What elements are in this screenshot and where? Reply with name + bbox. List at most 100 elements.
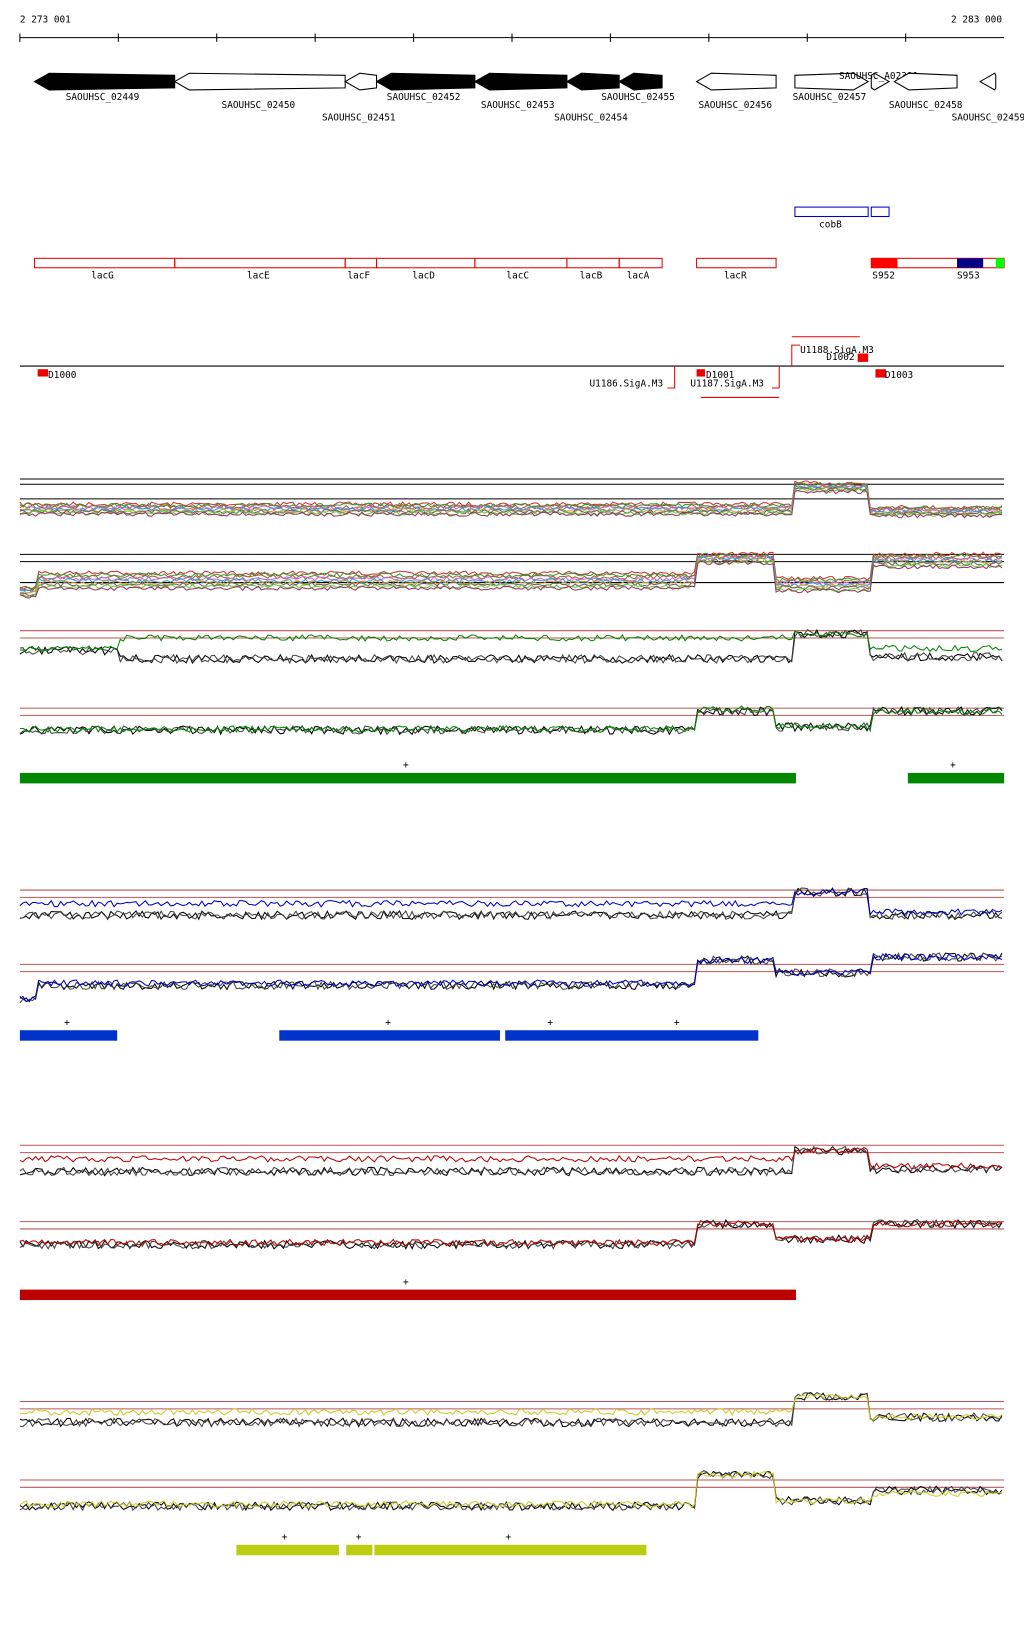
- gene-arrow: [473, 72, 568, 91]
- operon-box: [174, 257, 346, 269]
- operon-label: lacA: [627, 271, 650, 282]
- profile-line: [19, 952, 1003, 1004]
- promoter-label: D1001: [706, 370, 735, 381]
- ruler-end: 2 283 000: [951, 14, 1002, 25]
- profile-line: [19, 630, 1003, 653]
- cobB-box: [794, 206, 869, 218]
- promoter-bracket: [667, 344, 801, 389]
- gene-arrow: [695, 72, 777, 91]
- segment-bar: [279, 1030, 500, 1041]
- gene-label: SAOUHSC_02450: [222, 100, 296, 111]
- segment-bar: [236, 1544, 339, 1556]
- gene-arrow: [565, 72, 620, 91]
- profile-line: [19, 705, 1003, 734]
- profile-line: [19, 488, 1003, 519]
- profile-line: [19, 484, 1003, 515]
- profile-line: [19, 487, 1003, 518]
- profile-line: [19, 887, 1003, 921]
- gene-label: SAOUHSC_02459: [952, 113, 1024, 124]
- profile-line: [19, 1218, 1003, 1250]
- gene-arrow: [618, 72, 663, 91]
- profile-line: [19, 1219, 1003, 1247]
- operon-label: lacG: [91, 271, 114, 282]
- profile-line: [19, 483, 1003, 514]
- operon-box: [696, 257, 777, 269]
- profile-line: [19, 560, 1003, 599]
- promoter-block: [857, 353, 869, 362]
- gene-label: SAOUHSC_02458: [889, 100, 963, 111]
- gene-arrow: [978, 72, 997, 91]
- strand-mark: +: [506, 1532, 512, 1543]
- segment-bar: [374, 1544, 647, 1556]
- promoter-label: D1000: [48, 370, 77, 381]
- site-label: S952: [872, 271, 895, 282]
- operon-label: lacC: [506, 271, 529, 282]
- profile-line: [19, 1392, 1003, 1428]
- segment-bar: [19, 1030, 118, 1041]
- site-block: [957, 258, 984, 268]
- segment-bar: [907, 772, 1005, 784]
- operon-box: [34, 257, 176, 269]
- promoter-label: U1188.SigA.M3: [800, 345, 874, 356]
- profile-line: [19, 1145, 1003, 1177]
- profile-line: [19, 888, 1003, 916]
- cobB-box: [870, 206, 890, 218]
- promoter-label: D1002: [826, 352, 854, 363]
- strand-mark: +: [356, 1532, 362, 1543]
- promoter-label: D1003: [885, 370, 913, 381]
- operon-label: lacE: [247, 271, 270, 282]
- profile-line: [19, 555, 1003, 593]
- promoter-block: [696, 369, 705, 377]
- segment-bar: [505, 1030, 759, 1041]
- gene-label: SAOUHSC_02452: [387, 92, 461, 103]
- operon-box: [474, 257, 568, 269]
- profile-line: [19, 1470, 1003, 1509]
- profile-line: [19, 628, 1003, 665]
- cobB-label: cobB: [819, 219, 842, 230]
- site-block: [995, 258, 1005, 268]
- segment-bar: [19, 772, 796, 784]
- ruler-start: 2 273 001: [20, 14, 71, 25]
- gene-arrow: [794, 72, 870, 91]
- gene-label: SAOUHSC_02453: [481, 100, 555, 111]
- promoter-block: [875, 369, 886, 378]
- promoter-label: U1187.SigA.M3: [690, 378, 764, 389]
- profile-line: [19, 1145, 1003, 1177]
- strand-mark: +: [403, 760, 409, 771]
- gene-label: SAOUHSC_02456: [698, 100, 772, 111]
- strand-mark: +: [547, 1017, 553, 1028]
- profile-line: [19, 1392, 1003, 1428]
- operon-label: lacD: [412, 271, 435, 282]
- gene-label: SAOUHSC_02455: [601, 92, 675, 103]
- strand-mark: +: [385, 1017, 391, 1028]
- gene-label: SAOUHSC_02454: [554, 113, 628, 124]
- strand-mark: +: [950, 760, 956, 771]
- profile-line: [19, 558, 1003, 597]
- site-label: S953: [957, 271, 980, 282]
- gene-arrow: [870, 72, 891, 91]
- promoter-label: U1186.SigA.M3: [590, 378, 664, 389]
- operon-box: [344, 257, 378, 269]
- operon-box: [566, 257, 620, 269]
- site-block: [871, 258, 898, 268]
- profile-line: [19, 1393, 1003, 1421]
- operon-box: [618, 257, 663, 269]
- gene-label: SAOUHSC_02449: [66, 92, 140, 103]
- gene-label: SAOUHSC_02457: [793, 92, 867, 103]
- strand-mark: +: [282, 1532, 288, 1543]
- gene-arrow: [893, 72, 958, 91]
- strand-mark: +: [64, 1017, 70, 1028]
- strand-mark: +: [674, 1017, 680, 1028]
- gene-label: SAOUHSC_02451: [322, 113, 396, 124]
- profile-line: [19, 953, 1003, 1003]
- profile-line: [19, 887, 1003, 921]
- operon-label: lacR: [724, 271, 747, 282]
- profile-line: [19, 629, 1003, 665]
- operon-box: [376, 257, 476, 269]
- segment-bar: [19, 1289, 796, 1301]
- segment-bar: [346, 1544, 373, 1556]
- operon-label: lacF: [347, 271, 370, 282]
- gene-arrow: [33, 72, 176, 91]
